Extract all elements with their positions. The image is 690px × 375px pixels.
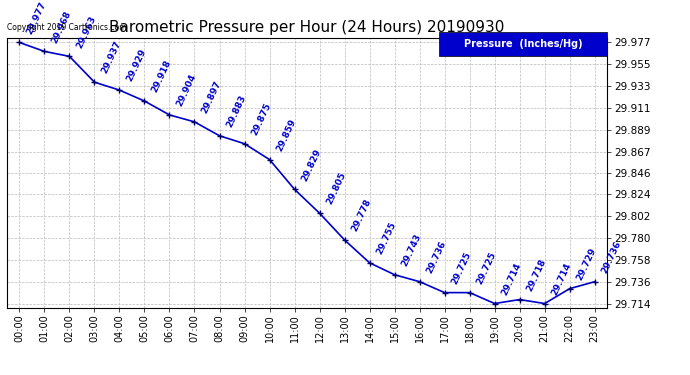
Text: 29.755: 29.755: [375, 220, 398, 256]
Text: 29.778: 29.778: [350, 198, 373, 233]
Text: 29.977: 29.977: [25, 0, 48, 36]
Text: 29.714: 29.714: [500, 261, 523, 297]
Text: 29.859: 29.859: [275, 117, 298, 153]
Text: Pressure  (Inches/Hg): Pressure (Inches/Hg): [464, 39, 582, 49]
Text: 29.805: 29.805: [325, 171, 348, 206]
Text: 29.929: 29.929: [125, 48, 148, 83]
Text: 29.937: 29.937: [100, 40, 123, 75]
Text: 29.714: 29.714: [550, 261, 573, 297]
Text: 29.725: 29.725: [450, 250, 473, 286]
Text: Copyright 2019 Cartronics.com: Copyright 2019 Cartronics.com: [7, 23, 126, 32]
Text: 29.729: 29.729: [575, 246, 598, 282]
Text: 29.725: 29.725: [475, 250, 498, 286]
Title: Barometric Pressure per Hour (24 Hours) 20190930: Barometric Pressure per Hour (24 Hours) …: [109, 20, 505, 35]
Text: 29.743: 29.743: [400, 232, 423, 268]
Text: 29.736: 29.736: [600, 239, 623, 275]
Text: 29.875: 29.875: [250, 101, 273, 137]
Bar: [439, 32, 607, 56]
Text: 29.918: 29.918: [150, 58, 173, 94]
Text: 29.897: 29.897: [200, 80, 223, 115]
Text: 29.904: 29.904: [175, 73, 198, 108]
Text: 29.736: 29.736: [425, 239, 448, 275]
Text: 29.718: 29.718: [525, 257, 548, 292]
Text: 29.963: 29.963: [75, 14, 98, 50]
Text: 29.829: 29.829: [300, 147, 323, 182]
Text: 29.883: 29.883: [225, 93, 248, 129]
Text: 29.968: 29.968: [50, 9, 73, 45]
